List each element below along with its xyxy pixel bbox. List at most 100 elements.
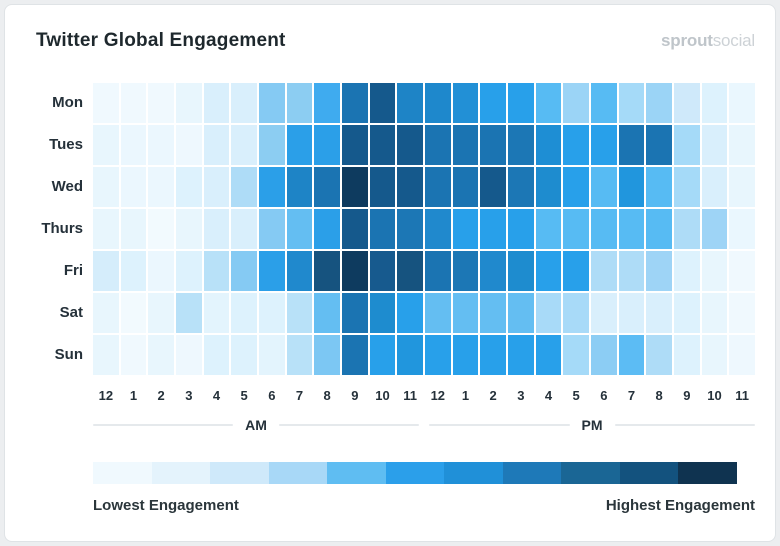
hour-label: 11 [735, 388, 750, 403]
hour-label: 5 [572, 388, 580, 403]
day-label: Fri [63, 262, 83, 279]
heatmap-cell [203, 83, 230, 123]
heatmap-cell [231, 83, 257, 123]
heatmap-cell [148, 251, 174, 291]
heatmap-cell [618, 83, 645, 123]
heatmap-cell [452, 209, 479, 249]
heatmap-row: Sat [31, 293, 755, 333]
hour-label: 9 [351, 388, 359, 403]
heatmap-cell [148, 335, 174, 375]
heatmap-cell [120, 83, 147, 123]
am-group: AM [93, 417, 419, 433]
heatmap-cell [231, 293, 257, 333]
heatmap-cell [590, 293, 617, 333]
heatmap-cell [175, 209, 202, 249]
heatmap-cell [590, 167, 617, 207]
heatmap-cell [590, 335, 617, 375]
hour-label: 4 [544, 388, 553, 403]
heatmap-cell [231, 167, 257, 207]
heatmap-cell [231, 335, 257, 375]
hour-label: 2 [489, 388, 497, 403]
hour-label: 7 [295, 388, 304, 403]
heatmap-cell [397, 167, 423, 207]
heatmap-cell [424, 209, 451, 249]
heatmap-cell [314, 125, 340, 165]
heatmap-cell [507, 251, 534, 291]
day-label: Mon [52, 94, 83, 111]
heatmap-cell [341, 209, 368, 249]
heatmap-cell [120, 335, 147, 375]
heatmap-cell [480, 293, 506, 333]
heatmap-cell [452, 125, 479, 165]
heatmap-cell [93, 167, 119, 207]
heatmap-cell [535, 209, 562, 249]
heatmap-cell [535, 167, 562, 207]
heatmap-cell [148, 293, 174, 333]
heatmap-row: Wed [31, 167, 755, 207]
heatmap-cell [480, 335, 506, 375]
heatmap-cell [618, 167, 645, 207]
am-divider-line [93, 424, 234, 426]
heatmap-cell [120, 209, 147, 249]
heatmap-cell [286, 83, 313, 123]
day-label: Tues [49, 136, 83, 153]
heatmap-cell [286, 251, 313, 291]
heatmap-cell [563, 209, 589, 249]
heatmap-cell [452, 251, 479, 291]
heatmap-cell [424, 293, 451, 333]
legend-step [268, 462, 328, 484]
hour-label: 8 [323, 388, 331, 403]
day-label: Wed [51, 178, 83, 195]
hour-label: 5 [240, 388, 248, 403]
heatmap-cell [673, 209, 700, 249]
legend-step [444, 462, 503, 484]
hour-label: 9 [683, 388, 691, 403]
legend-step [561, 462, 620, 484]
heatmap-cell [341, 83, 368, 123]
heatmap-cell [120, 167, 147, 207]
heatmap-cell [507, 335, 534, 375]
heatmap-cell [258, 293, 285, 333]
hour-label: 10 [707, 388, 722, 403]
heatmap-row: Tues [31, 125, 755, 165]
heatmap-cell [397, 251, 423, 291]
heatmap-cell [258, 83, 285, 123]
sprout-social-logo: sproutsocial [661, 31, 755, 51]
heatmap-cell [314, 209, 340, 249]
hour-label: 1 [461, 388, 470, 403]
heatmap-cell [507, 125, 534, 165]
heatmap-cell [369, 83, 396, 123]
heatmap-cell [563, 83, 589, 123]
heatmap-cell [148, 167, 174, 207]
heatmap-cell [535, 251, 562, 291]
heatmap-cell [369, 293, 396, 333]
heatmap-cell [563, 293, 589, 333]
legend-step [151, 462, 211, 484]
heatmap-cell [590, 125, 617, 165]
heatmap-cell [120, 293, 147, 333]
heatmap-cell [507, 83, 534, 123]
heatmap-cell [452, 167, 479, 207]
heatmap-cell [203, 251, 230, 291]
heatmap-cell [729, 251, 755, 291]
heatmap-cell [729, 125, 755, 165]
heatmap-cell [203, 209, 230, 249]
pm-label: PM [581, 417, 603, 433]
heatmap-cell [507, 167, 534, 207]
heatmap-cell [120, 251, 147, 291]
hour-label: 4 [212, 388, 221, 403]
heatmap-cell [424, 251, 451, 291]
day-label: Sun [54, 346, 83, 363]
axis-spacer [31, 388, 93, 403]
heatmap-cell [258, 125, 285, 165]
hour-label: 8 [655, 388, 663, 403]
hour-label: 6 [268, 388, 276, 403]
heatmap-cell [314, 251, 340, 291]
legend-step [385, 462, 445, 484]
heatmap-cell [563, 335, 589, 375]
heatmap-cell [341, 167, 368, 207]
heatmap-cell [175, 251, 202, 291]
heatmap-cell [397, 83, 423, 123]
heatmap-cell [673, 125, 700, 165]
pm-group: PM [429, 417, 755, 433]
